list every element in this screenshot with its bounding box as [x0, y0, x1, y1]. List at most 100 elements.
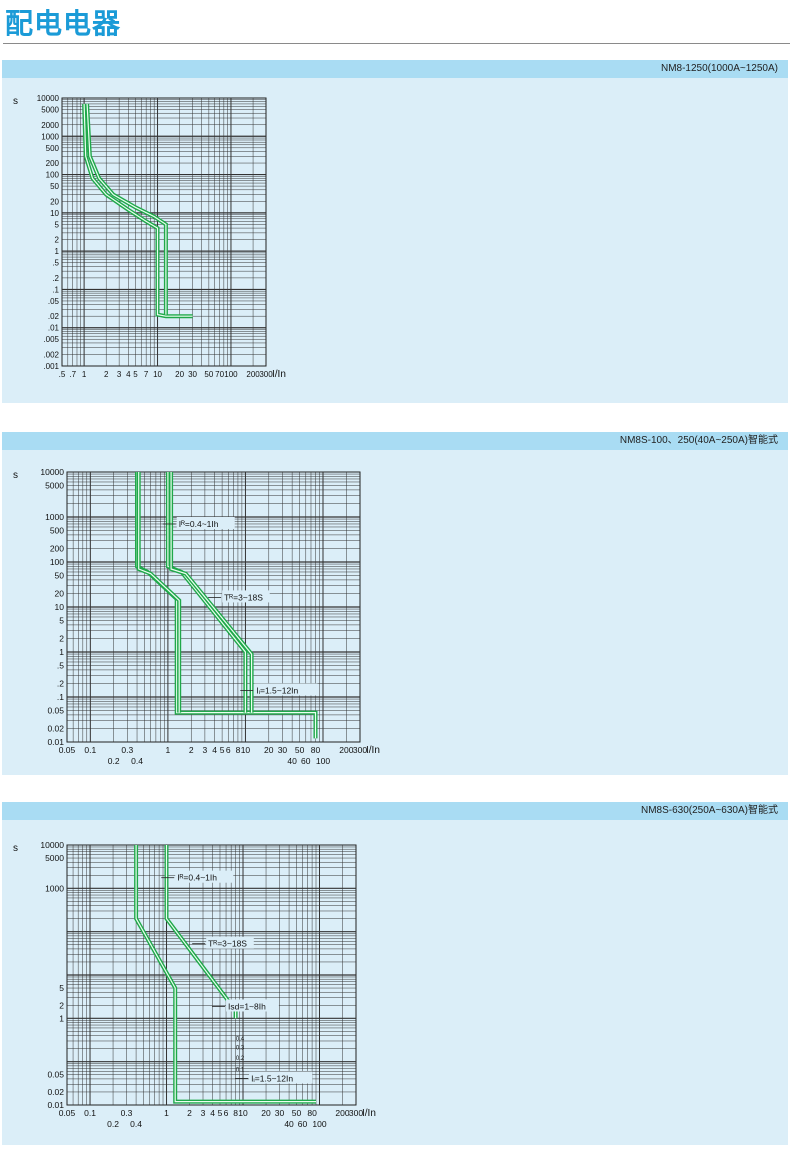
annotation-label: Iᴿ=0.4~1Ih — [179, 519, 219, 529]
annotation-box — [206, 936, 254, 949]
y-tick-label: 1 — [59, 1013, 64, 1023]
annotation-label: 0.1 — [236, 1067, 245, 1073]
x-tick-label: 0.4 — [131, 756, 143, 766]
section-header: NM8S-630(250A~630A)智能式 — [2, 802, 788, 820]
x-tick-label: 2 — [187, 1108, 192, 1118]
y-tick-label: .01 — [48, 324, 60, 333]
y-tick-label: .002 — [43, 350, 59, 359]
annotation-box — [254, 683, 318, 696]
series-line-core — [86, 103, 167, 315]
x-tick-label: 50 — [292, 1108, 302, 1118]
x-tick-label: 300 — [353, 745, 367, 755]
y-tick-label: 2000 — [41, 121, 59, 130]
y-tick-label: 10 — [50, 209, 59, 218]
y-tick-label: 5000 — [45, 853, 64, 863]
x-axis-label: I/In — [362, 1108, 376, 1119]
y-axis-label: s — [13, 470, 18, 481]
x-tick-label: 1 — [82, 370, 87, 379]
x-tick-label: 4 — [212, 745, 217, 755]
y-tick-label: 50 — [55, 571, 65, 581]
chart-nm8s-100-250: 10000 5000 1000 500 200 100 50 20 10 5 2 1 .5 .2 .1 0.0… — [13, 467, 380, 766]
page-title: 配电电器 — [5, 7, 122, 40]
annotation-label: Tᴿ=3~18S — [208, 939, 247, 949]
chart-nm8-1250: 10000 5000 2000 1000 500 200 100 50 20 10 5 2 1 .5 .2.… — [13, 94, 286, 380]
x-tick-label: 40 — [284, 1119, 294, 1129]
y-tick-label: 1000 — [41, 132, 59, 141]
y-tick-label: 500 — [50, 526, 64, 536]
x-tick-label: 3 — [203, 745, 208, 755]
x-tick-label: 0.2 — [108, 756, 120, 766]
x-tick-label: 200 — [339, 745, 353, 755]
y-tick-label: 2 — [59, 1000, 64, 1010]
y-tick-label: 0.05 — [47, 706, 64, 716]
y-tick-label: 500 — [46, 144, 60, 153]
annotation-label: Iᵢ=1.5~12In — [256, 685, 298, 695]
title-divider — [3, 43, 790, 44]
x-tick-label: 20 — [264, 745, 274, 755]
y-tick-label: 100 — [46, 171, 60, 180]
y-tick-label: .5 — [52, 259, 59, 268]
x-tick-label: 70 — [215, 370, 224, 379]
section-header: NM8-1250(1000A~1250A) — [2, 60, 788, 78]
y-tick-label: 1000 — [45, 883, 64, 893]
annotation-box — [226, 999, 279, 1012]
y-tick-label: 1 — [55, 247, 60, 256]
x-tick-label: 100 — [316, 756, 330, 766]
x-tick-label: 40 — [287, 756, 297, 766]
x-tick-label: 0.2 — [107, 1119, 119, 1129]
y-tick-label: 2 — [59, 633, 64, 643]
x-tick-label: 7 — [144, 370, 149, 379]
x-tick-label: .5 — [59, 370, 66, 379]
y-tick-label: 10 — [55, 602, 65, 612]
y-tick-label: 0.01 — [47, 737, 64, 747]
y-tick-label: 0.05 — [47, 1070, 64, 1080]
x-tick-label: 300 — [259, 370, 273, 379]
x-tick-label: 100 — [224, 370, 238, 379]
y-tick-label: 100 — [50, 557, 64, 567]
x-tick-label: 5 — [133, 370, 138, 379]
x-tick-label: 50 — [204, 370, 213, 379]
x-axis-label: I/In — [366, 745, 380, 756]
section-header: NM8S-100、250(40A~250A)智能式 — [2, 432, 788, 450]
y-tick-label: 1 — [59, 647, 64, 657]
section-nm8-1250: NM8-1250(1000A~1250A) 10000 5000 2000 1000 5… — [2, 60, 788, 403]
section-nm8s-100-250: NM8S-100、250(40A~250A)智能式 10000 5000 1000 5… — [2, 432, 788, 775]
x-tick-label: 10 — [241, 745, 251, 755]
x-tick-label: 30 — [278, 745, 288, 755]
x-tick-label: 2 — [104, 370, 109, 379]
series-line-core — [138, 472, 180, 713]
annotation-box — [222, 590, 270, 603]
x-tick-label: 0.05 — [59, 745, 76, 755]
annotation-label: 0.2 — [236, 1056, 245, 1062]
series-line-core — [83, 103, 193, 317]
x-tick-label: 20 — [261, 1108, 271, 1118]
annotation-label: Isd=1~8Ih — [228, 1001, 266, 1011]
y-tick-label: .5 — [57, 661, 64, 671]
x-tick-label: 4 — [126, 370, 131, 379]
x-tick-label: 0.3 — [121, 745, 133, 755]
x-tick-label: 20 — [175, 370, 184, 379]
x-tick-label: 6 — [224, 1108, 229, 1118]
y-tick-label: 10000 — [37, 94, 60, 103]
x-tick-label: 4 — [210, 1108, 215, 1118]
series-line-core — [170, 472, 253, 713]
y-tick-label: 0.01 — [47, 1100, 64, 1110]
x-tick-label: .7 — [69, 370, 76, 379]
y-tick-label: 10000 — [40, 840, 64, 850]
x-tick-label: 8 — [236, 745, 241, 755]
x-tick-label: 1 — [166, 745, 171, 755]
annotation-box — [175, 870, 234, 883]
annotation-box — [176, 516, 235, 529]
annotation-label: Tᴿ=3~18S — [224, 592, 263, 602]
annotation-box — [249, 1071, 313, 1084]
y-tick-label: .05 — [48, 297, 60, 306]
y-tick-label: 0.02 — [47, 723, 64, 733]
y-tick-label: 5000 — [45, 481, 64, 491]
annotation-label: 0.4 — [236, 1036, 245, 1042]
y-tick-label: .005 — [43, 335, 59, 344]
y-tick-label: 200 — [46, 159, 60, 168]
x-tick-label: 5 — [218, 1108, 223, 1118]
x-tick-label: 0.05 — [59, 1108, 76, 1118]
x-tick-label: 1 — [164, 1108, 169, 1118]
